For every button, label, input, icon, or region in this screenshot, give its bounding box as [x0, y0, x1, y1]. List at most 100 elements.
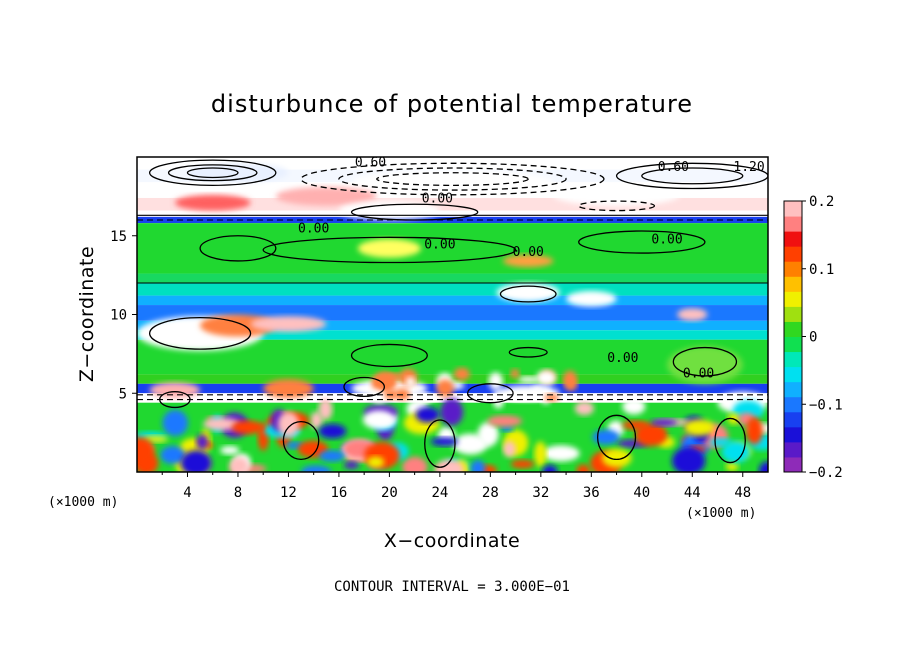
contour-line [350, 343, 428, 368]
field-eddy [576, 464, 590, 472]
field-blob [566, 290, 617, 307]
contour-value-label: 0.00 [607, 351, 638, 366]
field-eddy [277, 411, 300, 437]
field-band [137, 283, 768, 296]
contour-value-label: 0.60 [658, 160, 689, 175]
field-eddy [510, 369, 520, 378]
field-eddy [405, 376, 416, 388]
colorbar-swatch [784, 441, 802, 458]
colorbar-tick-label: 0 [809, 330, 817, 346]
field-eddy [362, 410, 396, 430]
contour-line [282, 420, 320, 461]
contour-line [186, 167, 239, 179]
x-tick-label: 24 [431, 485, 448, 501]
colorbar-swatch [784, 351, 802, 368]
contour-value-label: 0.00 [513, 245, 544, 260]
x-tick-label: 40 [633, 485, 650, 501]
y-axis-label: Z−coordinate [76, 246, 98, 382]
x-tick-label: 48 [734, 485, 751, 501]
chart-title: disturbunce of potential temperature [211, 90, 693, 118]
contour-line [262, 236, 517, 264]
colorbar-swatch [784, 411, 802, 428]
x-axis-label: X−coordinate [384, 530, 520, 552]
contour-value-label: 0.00 [424, 237, 455, 252]
field-eddy [370, 388, 388, 404]
contour-value-label: 0.00 [651, 233, 682, 248]
x-tick-label: 44 [684, 485, 701, 501]
field-eddy [683, 419, 715, 436]
contour-line [615, 162, 768, 190]
contour-line [167, 164, 258, 182]
contour-line [578, 200, 656, 212]
contour-line [300, 162, 605, 196]
field-eddy [344, 461, 360, 469]
field-eddy [415, 406, 440, 423]
field-eddy [650, 418, 678, 427]
contour-value-label: 0.60 [355, 155, 386, 170]
contour-line [508, 346, 548, 358]
field-eddy [318, 450, 345, 462]
field-blob [677, 308, 708, 321]
field-eddy [563, 370, 577, 388]
field-band [137, 295, 768, 306]
field-eddy [592, 429, 620, 445]
colorbar-swatch [784, 426, 802, 443]
x-tick-label: 28 [482, 485, 499, 501]
field-blob [553, 183, 680, 206]
field-eddy [402, 456, 428, 472]
contour-line [424, 419, 456, 468]
heatmap-field [137, 157, 768, 472]
field-band [137, 210, 768, 217]
field-eddy [162, 409, 188, 437]
colorbar-swatch [784, 396, 802, 413]
contour-line [578, 230, 706, 254]
field-eddy [510, 459, 535, 469]
field-eddy [746, 417, 763, 445]
contour-line [148, 159, 277, 186]
x-tick-label: 36 [583, 485, 600, 501]
contour-line [466, 383, 514, 404]
contour-line [499, 285, 557, 303]
field-eddy [436, 379, 454, 397]
contour-line [672, 346, 738, 377]
field-eddy [488, 372, 503, 391]
colorbar-swatch [784, 216, 802, 232]
field-eddy [440, 398, 464, 426]
colorbar-swatch [784, 456, 802, 473]
x-tick-label: 12 [280, 485, 297, 501]
colorbar-swatch [784, 231, 802, 247]
x-tick-label: 20 [381, 485, 398, 501]
colorbar-swatch [784, 261, 802, 277]
x-tick-label: 32 [532, 485, 549, 501]
x-tick-label: 16 [330, 485, 347, 501]
field-eddy [394, 388, 410, 401]
field-eddy [721, 441, 751, 463]
colorbar-swatch [784, 291, 802, 307]
field-eddy [160, 446, 186, 464]
field-eddy [385, 373, 404, 380]
field-eddy [318, 424, 347, 439]
field-eddy [725, 461, 739, 471]
field-blob [174, 194, 251, 211]
y-tick-label: 5 [119, 386, 127, 402]
field-eddy [574, 401, 595, 416]
x-axis: 4 8 12 16 20 24 28 32 36 40 44 48 [161, 472, 751, 501]
colorbar-swatch [784, 381, 802, 398]
field-blob [502, 254, 554, 268]
contour-line [596, 414, 637, 461]
colorbar-tick-label: 0.1 [809, 262, 834, 278]
contour-value-label: 0.00 [683, 367, 714, 382]
field-eddy [517, 376, 541, 383]
y-tick-label: 10 [110, 308, 127, 324]
colorbar-swatch [784, 321, 802, 337]
field-eddy [758, 461, 768, 472]
colorbar-swatch [784, 246, 802, 262]
field-eddy [310, 411, 323, 429]
field-eddy [367, 456, 385, 468]
colorbar-tick-label: 0.2 [809, 194, 834, 210]
field-eddy [542, 465, 558, 472]
x-tick-label: 4 [183, 485, 191, 501]
field-eddy [487, 415, 523, 427]
contour-line [338, 167, 567, 191]
y-unit-label: (×1000 m) [48, 495, 118, 510]
